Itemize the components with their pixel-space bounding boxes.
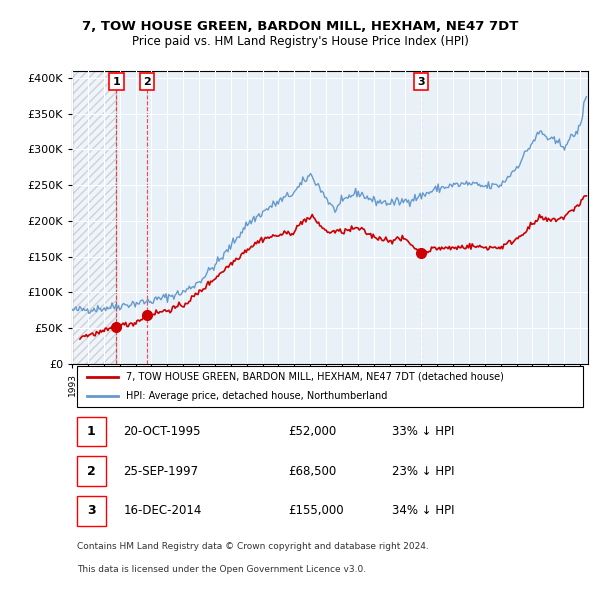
Text: 7, TOW HOUSE GREEN, BARDON MILL, HEXHAM, NE47 7DT: 7, TOW HOUSE GREEN, BARDON MILL, HEXHAM,… bbox=[82, 20, 518, 33]
Text: HPI: Average price, detached house, Northumberland: HPI: Average price, detached house, Nort… bbox=[126, 391, 388, 401]
Text: 20-OCT-1995: 20-OCT-1995 bbox=[124, 425, 201, 438]
Text: 3: 3 bbox=[87, 504, 95, 517]
FancyBboxPatch shape bbox=[77, 417, 106, 446]
Text: £68,500: £68,500 bbox=[289, 464, 337, 477]
Text: 2: 2 bbox=[143, 77, 151, 87]
Text: 2: 2 bbox=[87, 464, 95, 477]
FancyBboxPatch shape bbox=[77, 456, 106, 486]
Text: 23% ↓ HPI: 23% ↓ HPI bbox=[392, 464, 454, 477]
Text: 33% ↓ HPI: 33% ↓ HPI bbox=[392, 425, 454, 438]
Text: 16-DEC-2014: 16-DEC-2014 bbox=[124, 504, 202, 517]
Text: 1: 1 bbox=[87, 425, 95, 438]
Text: Contains HM Land Registry data © Crown copyright and database right 2024.: Contains HM Land Registry data © Crown c… bbox=[77, 542, 429, 551]
Text: This data is licensed under the Open Government Licence v3.0.: This data is licensed under the Open Gov… bbox=[77, 565, 366, 573]
Text: 1: 1 bbox=[113, 77, 121, 87]
Text: Price paid vs. HM Land Registry's House Price Index (HPI): Price paid vs. HM Land Registry's House … bbox=[131, 35, 469, 48]
FancyBboxPatch shape bbox=[77, 496, 106, 526]
Text: 34% ↓ HPI: 34% ↓ HPI bbox=[392, 504, 454, 517]
Text: 25-SEP-1997: 25-SEP-1997 bbox=[124, 464, 199, 477]
Text: 3: 3 bbox=[417, 77, 424, 87]
Bar bbox=[72, 71, 116, 364]
Text: 7, TOW HOUSE GREEN, BARDON MILL, HEXHAM, NE47 7DT (detached house): 7, TOW HOUSE GREEN, BARDON MILL, HEXHAM,… bbox=[126, 372, 504, 382]
Text: £52,000: £52,000 bbox=[289, 425, 337, 438]
FancyBboxPatch shape bbox=[77, 366, 583, 407]
Text: £155,000: £155,000 bbox=[289, 504, 344, 517]
